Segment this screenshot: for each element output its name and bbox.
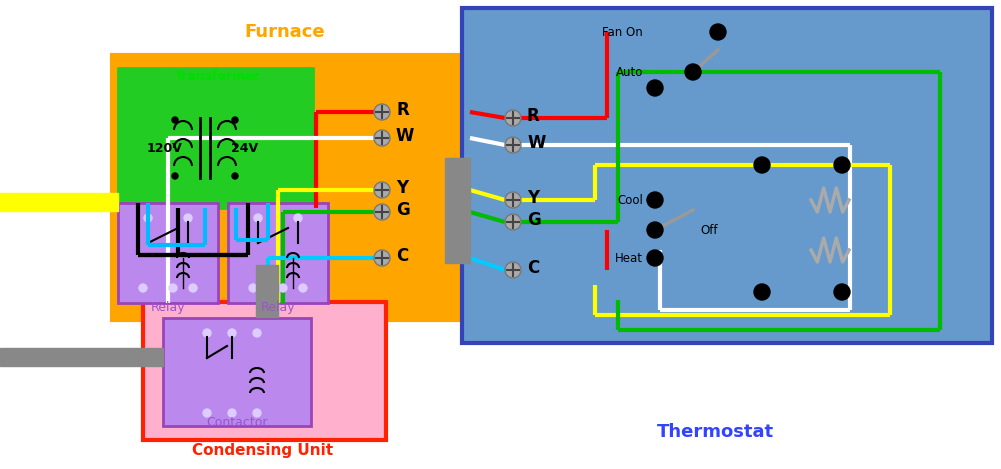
Bar	[0, 193, 118, 211]
Circle shape	[144, 214, 152, 222]
Bar	[112, 55, 467, 320]
Text: R: R	[396, 101, 408, 119]
Circle shape	[172, 117, 178, 123]
Circle shape	[834, 157, 850, 173]
Text: W: W	[527, 134, 546, 152]
Text: Contactor: Contactor	[206, 416, 267, 429]
Text: C: C	[396, 247, 408, 265]
Circle shape	[294, 214, 302, 222]
Circle shape	[505, 262, 521, 278]
Circle shape	[710, 24, 726, 40]
Circle shape	[647, 250, 663, 266]
Circle shape	[374, 104, 390, 120]
Text: Transformer: Transformer	[175, 69, 261, 83]
Circle shape	[169, 284, 177, 292]
Bar	[163, 318, 311, 426]
Circle shape	[647, 192, 663, 208]
Text: Furnace: Furnace	[244, 23, 325, 41]
Circle shape	[184, 214, 192, 222]
Bar	[118, 203, 218, 303]
Text: Cool: Cool	[618, 194, 643, 206]
Circle shape	[249, 284, 257, 292]
Circle shape	[203, 329, 211, 337]
Bar	[118, 68, 313, 208]
Circle shape	[232, 117, 238, 123]
Circle shape	[232, 173, 238, 179]
Bar	[0, 348, 163, 366]
Circle shape	[139, 284, 147, 292]
Text: Y: Y	[396, 179, 408, 197]
Text: Thermostat: Thermostat	[657, 423, 774, 441]
Text: 24V: 24V	[231, 142, 258, 154]
Circle shape	[505, 110, 521, 126]
Circle shape	[685, 64, 701, 80]
Text: R: R	[527, 107, 540, 125]
Bar	[462, 8, 992, 343]
Text: 120V: 120V	[147, 142, 183, 154]
Circle shape	[299, 284, 307, 292]
Bar	[143, 302, 386, 440]
Circle shape	[505, 192, 521, 208]
Bar	[228, 203, 328, 303]
Circle shape	[505, 214, 521, 230]
Circle shape	[253, 329, 261, 337]
Text: Relay: Relay	[260, 302, 295, 315]
Bar	[256, 265, 278, 317]
Circle shape	[374, 250, 390, 266]
Text: Relay: Relay	[151, 302, 185, 315]
Circle shape	[647, 80, 663, 96]
Text: Y: Y	[527, 189, 540, 207]
Circle shape	[754, 284, 770, 300]
Circle shape	[203, 409, 211, 417]
Text: W: W	[396, 127, 414, 145]
Text: Auto: Auto	[616, 66, 643, 78]
Text: G: G	[396, 201, 409, 219]
Text: C: C	[527, 259, 540, 277]
Circle shape	[279, 284, 287, 292]
Text: Fan On: Fan On	[603, 25, 643, 38]
Circle shape	[374, 182, 390, 198]
Circle shape	[834, 284, 850, 300]
Text: Heat: Heat	[615, 251, 643, 265]
Circle shape	[253, 409, 261, 417]
Circle shape	[754, 157, 770, 173]
Circle shape	[254, 214, 262, 222]
Text: Condensing Unit: Condensing Unit	[192, 442, 333, 457]
Bar	[445, 158, 470, 263]
Circle shape	[374, 204, 390, 220]
Circle shape	[172, 173, 178, 179]
Circle shape	[647, 222, 663, 238]
Circle shape	[189, 284, 197, 292]
Circle shape	[374, 130, 390, 146]
Circle shape	[228, 329, 236, 337]
Circle shape	[505, 137, 521, 153]
Text: Off: Off	[700, 224, 718, 236]
Circle shape	[228, 409, 236, 417]
Text: G: G	[527, 211, 541, 229]
